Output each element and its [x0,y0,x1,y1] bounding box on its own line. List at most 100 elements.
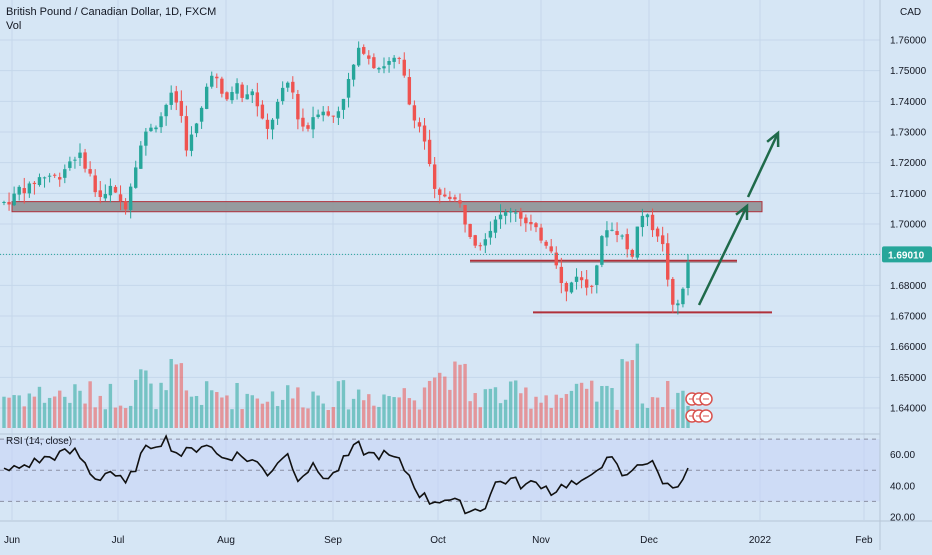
candle[interactable] [392,55,396,69]
candle[interactable] [301,108,305,132]
candle[interactable] [640,208,645,237]
candle[interactable] [549,238,553,254]
candle[interactable] [286,81,290,92]
candle[interactable] [210,71,214,89]
candle[interactable] [676,299,680,315]
candle[interactable] [351,64,356,87]
candle[interactable] [438,187,442,204]
candle[interactable] [650,208,655,238]
candle[interactable] [118,185,123,211]
candle[interactable] [103,184,108,202]
candle[interactable] [336,106,341,125]
candle[interactable] [164,103,168,126]
candle[interactable] [539,223,543,244]
candle[interactable] [417,117,422,133]
candle[interactable] [7,192,11,211]
candle[interactable] [27,181,32,198]
candle[interactable] [306,122,310,132]
candle[interactable] [356,41,361,67]
candle[interactable] [473,234,477,249]
candle[interactable] [331,115,336,123]
projection-arrow-2[interactable] [746,130,780,198]
candle[interactable] [220,76,224,98]
candle[interactable] [144,127,148,156]
candle[interactable] [346,72,351,108]
candle[interactable] [245,85,249,100]
candle[interactable] [620,234,624,240]
candle[interactable] [63,164,67,184]
candle[interactable] [123,198,128,215]
candle[interactable] [579,271,584,289]
candle[interactable] [666,233,670,287]
candle[interactable] [68,156,72,171]
candle[interactable] [47,173,52,183]
candle[interactable] [42,176,47,188]
candle[interactable] [184,105,189,157]
candle[interactable] [630,248,634,259]
candle[interactable] [204,83,209,110]
candle[interactable] [519,207,523,227]
candle[interactable] [22,177,26,204]
candle[interactable] [432,157,437,199]
candle[interactable] [83,148,87,173]
candle[interactable] [478,242,482,251]
candle[interactable] [154,125,158,133]
candle[interactable] [483,233,488,254]
candle[interactable] [610,222,614,232]
candle[interactable] [280,81,285,105]
candle[interactable] [590,284,594,294]
candle[interactable] [113,185,118,193]
candle[interactable] [397,56,401,65]
candle[interactable] [448,191,452,202]
candle[interactable] [296,89,300,130]
candle[interactable] [574,268,579,290]
candle[interactable] [559,257,564,294]
candle[interactable] [468,223,472,239]
candle[interactable] [503,208,508,225]
candle[interactable] [326,106,330,117]
candle[interactable] [2,200,6,206]
candle[interactable] [316,109,320,119]
candle[interactable] [128,183,133,219]
candle[interactable] [372,53,376,69]
candle[interactable] [615,222,619,243]
projection-arrow-1[interactable] [697,203,749,306]
candle[interactable] [534,221,538,233]
candle[interactable] [194,122,199,138]
candle[interactable] [554,246,558,269]
candle[interactable] [108,178,113,203]
candle[interactable] [255,82,260,117]
candle[interactable] [422,118,427,150]
candle[interactable] [159,112,163,133]
candle[interactable] [382,57,386,74]
candle[interactable] [12,186,16,207]
rsi-line[interactable] [3,434,689,515]
candle[interactable] [605,221,609,247]
candle[interactable] [529,214,533,231]
candle[interactable] [508,207,513,223]
candle[interactable] [655,226,660,242]
candle[interactable] [387,57,391,73]
candle[interactable] [88,161,92,177]
candle[interactable] [488,221,493,245]
candle[interactable] [58,172,62,187]
candle[interactable] [635,226,640,261]
candle[interactable] [291,76,295,100]
candle[interactable] [37,173,42,187]
candle[interactable] [98,181,102,204]
candle[interactable] [260,100,265,120]
candle[interactable] [240,82,244,103]
candle[interactable] [73,156,77,169]
candle[interactable] [275,98,280,125]
candle[interactable] [134,160,138,189]
candle[interactable] [625,228,629,258]
candle[interactable] [584,270,589,296]
candle[interactable] [235,78,239,100]
candle[interactable] [514,209,518,222]
candle[interactable] [660,226,665,252]
candle[interactable] [225,91,229,102]
candle[interactable] [463,204,467,233]
candle[interactable] [443,187,447,198]
candle[interactable] [321,106,325,122]
candle[interactable] [681,287,685,308]
